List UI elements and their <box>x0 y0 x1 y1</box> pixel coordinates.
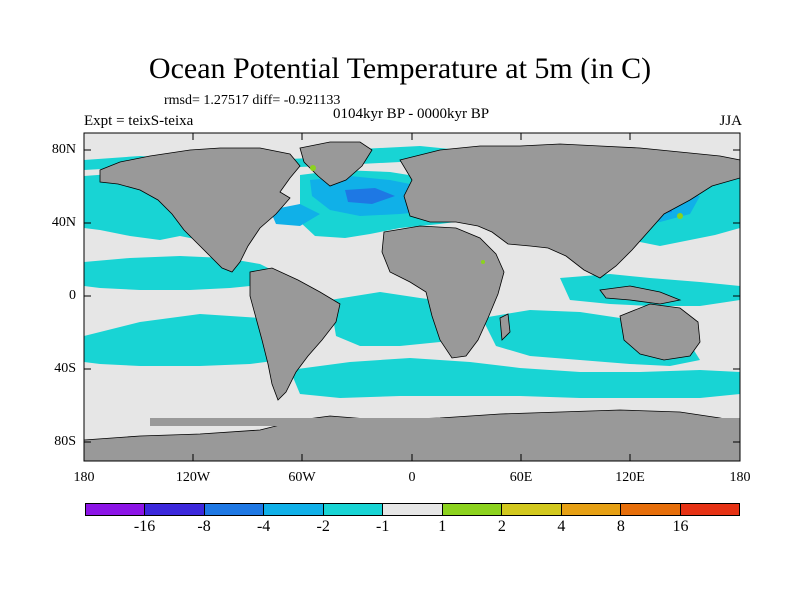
colorbar-box <box>383 504 443 515</box>
stats-text: rmsd= 1.27517 diff= -0.921133 <box>164 93 341 108</box>
lat-tick-label: 40N <box>51 215 76 230</box>
lon-tick-label: 120E <box>615 470 645 485</box>
colorbar-label: 16 <box>672 518 689 535</box>
anomaly-south-pacific <box>84 314 300 366</box>
lon-tick-label: 180 <box>73 470 95 485</box>
lat-tick-label: 80S <box>54 434 76 449</box>
colorbar-box <box>145 504 205 515</box>
land-maritime-continent <box>599 285 682 305</box>
lat-tick-label: 40S <box>54 361 76 376</box>
colorbar-box <box>323 504 384 515</box>
lat-tick-label: 80N <box>51 142 76 157</box>
colorbar-box <box>561 504 622 515</box>
colorbar-box <box>442 504 503 515</box>
land-south-america <box>249 267 341 401</box>
lat-tick-label: 0 <box>69 288 76 303</box>
colorbar-box <box>680 504 739 515</box>
anomaly-gulf-stream-core <box>270 204 320 226</box>
colorbar-label: -4 <box>256 518 271 535</box>
colorbar-label: -8 <box>197 518 211 535</box>
colorbar-label: -2 <box>316 518 330 535</box>
map-title: Ocean Potential Temperature at 5m (in C) <box>148 52 652 85</box>
colorbar-label: 2 <box>497 518 506 535</box>
lon-tick-label: 180 <box>729 470 751 485</box>
colorbar-label: 1 <box>438 518 447 535</box>
period-text: 0104kyr BP - 0000kyr BP <box>332 106 490 122</box>
colorbar-label: -1 <box>376 518 390 535</box>
colorbar-label: 4 <box>557 518 566 535</box>
lon-tick-label: 0 <box>408 470 416 485</box>
axis-ticks <box>83 133 741 461</box>
anomaly-deep-north-atlantic <box>345 188 395 204</box>
colorbar-box <box>86 504 146 515</box>
land-africa <box>381 225 505 359</box>
land-eurasia <box>399 143 741 279</box>
lon-tick-label: 60E <box>509 470 533 485</box>
land-australia <box>619 303 701 361</box>
lon-tick-label: 120W <box>175 470 211 485</box>
colorbar-label: -16 <box>133 518 156 535</box>
antarctic-shelf-band <box>150 418 740 426</box>
colorbar-box <box>204 504 265 515</box>
colorbar-label: 8 <box>616 518 625 535</box>
land-north-america <box>99 147 301 273</box>
colorbar-box <box>502 504 562 515</box>
colorbar-box <box>621 504 681 515</box>
colorbar <box>85 503 740 516</box>
experiment-label: Expt = teixS-teixa <box>84 113 194 129</box>
colorbar-box <box>264 504 324 515</box>
land-madagascar <box>499 313 511 341</box>
warm-anomaly-patches <box>310 165 683 264</box>
anomaly-southern-ocean <box>290 358 740 398</box>
lon-tick-label: 60W <box>288 470 316 485</box>
season-label: JJA <box>719 113 742 129</box>
